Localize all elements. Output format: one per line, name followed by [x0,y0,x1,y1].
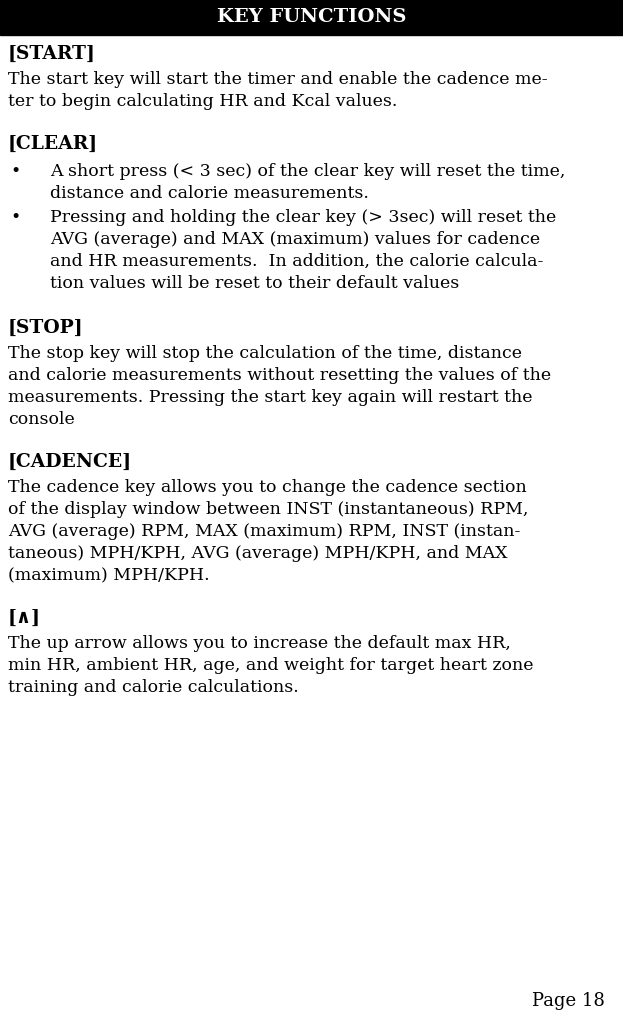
Text: KEY FUNCTIONS: KEY FUNCTIONS [217,8,406,27]
Text: (maximum) MPH/KPH.: (maximum) MPH/KPH. [8,567,209,584]
Text: [CADENCE]: [CADENCE] [8,453,132,471]
Text: training and calorie calculations.: training and calorie calculations. [8,679,299,696]
Text: •: • [10,163,21,180]
Text: and calorie measurements without resetting the values of the: and calorie measurements without resetti… [8,367,551,384]
Text: [START]: [START] [8,45,96,63]
Bar [0,0,623,35]
Text: The cadence key allows you to change the cadence section: The cadence key allows you to change the… [8,479,527,496]
Text: AVG (average) and MAX (maximum) values for cadence: AVG (average) and MAX (maximum) values f… [50,231,540,248]
Text: [∧]: [∧] [8,609,41,627]
Text: min HR, ambient HR, age, and weight for target heart zone: min HR, ambient HR, age, and weight for … [8,657,533,674]
Text: The start key will start the timer and enable the cadence me-: The start key will start the timer and e… [8,71,548,88]
Text: of the display window between INST (instantaneous) RPM,: of the display window between INST (inst… [8,501,528,518]
Text: [STOP]: [STOP] [8,319,83,337]
Text: [CLEAR]: [CLEAR] [8,135,98,153]
Text: AVG (average) RPM, MAX (maximum) RPM, INST (instan-: AVG (average) RPM, MAX (maximum) RPM, IN… [8,523,520,540]
Text: measurements. Pressing the start key again will restart the: measurements. Pressing the start key aga… [8,388,533,406]
Text: tion values will be reset to their default values: tion values will be reset to their defau… [50,275,459,292]
Text: •: • [10,209,21,226]
Text: The up arrow allows you to increase the default max HR,: The up arrow allows you to increase the … [8,635,511,652]
Text: The stop key will stop the calculation of the time, distance: The stop key will stop the calculation o… [8,345,522,362]
Text: Pressing and holding the clear key (> 3sec) will reset the: Pressing and holding the clear key (> 3s… [50,209,556,226]
Text: ter to begin calculating HR and Kcal values.: ter to begin calculating HR and Kcal val… [8,93,397,110]
Text: A short press (< 3 sec) of the clear key will reset the time,: A short press (< 3 sec) of the clear key… [50,163,566,180]
Text: console: console [8,411,75,428]
Text: distance and calorie measurements.: distance and calorie measurements. [50,185,369,202]
Text: and HR measurements.  In addition, the calorie calcula-: and HR measurements. In addition, the ca… [50,253,543,270]
Text: Page 18: Page 18 [532,992,605,1010]
Text: taneous) MPH/KPH, AVG (average) MPH/KPH, and MAX: taneous) MPH/KPH, AVG (average) MPH/KPH,… [8,545,508,562]
